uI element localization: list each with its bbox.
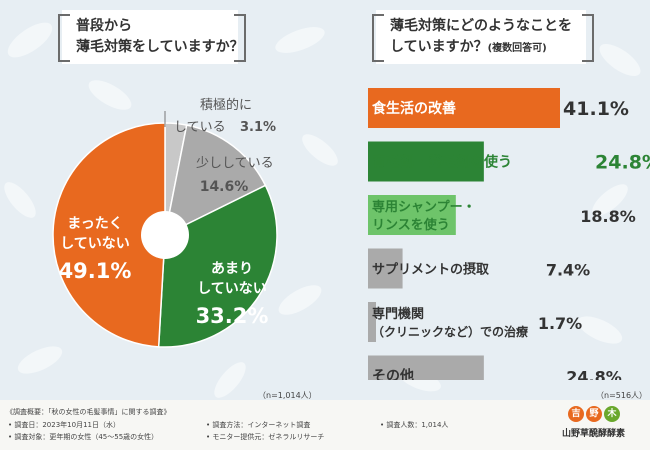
left-question-box: 普段から 薄毛対策をしていますか？ [62,10,244,64]
pie-value-not-at-all: 49.1% [59,259,132,283]
bar-chart: 食生活の改善 41.1% 育毛剤・発毛剤を使う 24.8% 専用シャンプー・リンスを使う… [368,88,650,381]
pie-label-not-at-all-line2: していない [60,236,130,252]
bar-shampoo [368,195,456,235]
right-question-line1: 薄毛対策にどのようなことを [390,18,572,34]
bar-value-diet: 41.1% [563,98,629,120]
pie-label-actively-line2: している [174,120,226,135]
pie-label-not-much-line2: していない [197,281,267,297]
logo-circle-1: 吉 [568,406,584,422]
footer-target: • 調査対象：更年期の女性（45〜55歳の女性） [8,433,159,441]
bar-value-growth-tonic: 24.8% [595,152,650,174]
bar-label-other: その他 [372,368,414,381]
footer-provider: • モニター提供元：ゼネラルリサーチ [206,433,325,441]
survey-footer: 《調査概要：「秋の女性の毛髪事情」に関する調査》 • 調査日：2023年10月1… [0,400,650,450]
bar-label-shampoo-line1: 専用シャンプー・ [372,199,476,215]
pie-label-little: 少ししている [196,156,274,171]
logo-name: 山野草醗酵酵素 [562,429,626,439]
bar-label-clinic-line2: （クリニックなど）での治療 [372,324,528,339]
footer-survey-title: 《調査概要：「秋の女性の毛髪事情」に関する調査》 [6,408,171,416]
bar-growth-tonic [368,141,484,182]
right-question-line2: していますか？(複数回答可) [390,37,547,59]
left-question-bracket-close [234,14,246,62]
leaf-background [4,22,641,398]
right-question-box: 薄毛対策にどのようなことを していますか？(複数回答可) [376,10,586,64]
right-sample-note: （n=516人） [596,391,648,400]
bar-supplement [368,248,403,289]
bar-label-diet: 食生活の改善 [372,100,456,117]
logo-circle-3: 木 [604,406,620,422]
footer-date: • 調査日：2023年10月11日（水） [8,421,120,429]
left-question-line2: 薄毛対策をしていますか？ [76,39,244,55]
left-question-bracket-open [58,14,70,62]
pie-center-hole [141,211,189,259]
pie-slice-not-at-all [52,122,166,348]
right-question-bracket-close [582,14,594,62]
footer-count: • 調査人数：1,014人 [380,421,449,429]
pie-slice-little [163,124,267,237]
bar-value-other: 24.8% [566,368,622,381]
bar-value-clinic: 1.7% [538,314,582,333]
bar-value-supplement: 7.4% [546,261,590,280]
left-question-line1: 普段から [76,18,132,34]
footer-method: • 調査方法：インターネット調査 [206,421,311,429]
pie-value-actively: 3.1% [240,120,276,135]
pie-slice-not-much [157,184,278,348]
logo-circle-2: 野 [586,406,602,422]
bar-other [368,355,484,380]
pie-value-little: 14.6% [200,179,249,195]
brand-logo: 吉 野 木 山野草醗酵酵素 [562,406,648,446]
bar-label-supplement: サプリメントの摂取 [372,262,490,278]
bar-diet [368,88,560,128]
bar-label-clinic-line1: 専門機関 [372,306,424,322]
pie-label-actively-line1: 積極的に [200,97,252,113]
pie-label-not-at-all-line1: まったく [67,216,122,232]
left-sample-note: （n=1,014人） [258,391,317,400]
bar-label-growth-tonic: 育毛剤・発毛剤を使う [372,154,512,171]
right-question-line2-main: していますか？ [390,39,488,55]
bar-label-shampoo-line2: リンスを使う [372,217,450,233]
bar-value-shampoo: 18.8% [580,207,636,226]
right-question-bracket-open [372,14,384,62]
right-question-line2-sub: (複数回答可) [487,43,547,54]
pie-value-not-much: 33.2% [196,304,269,328]
bar-clinic [368,302,376,342]
pie-label-not-much-line1: あまり [211,261,253,277]
